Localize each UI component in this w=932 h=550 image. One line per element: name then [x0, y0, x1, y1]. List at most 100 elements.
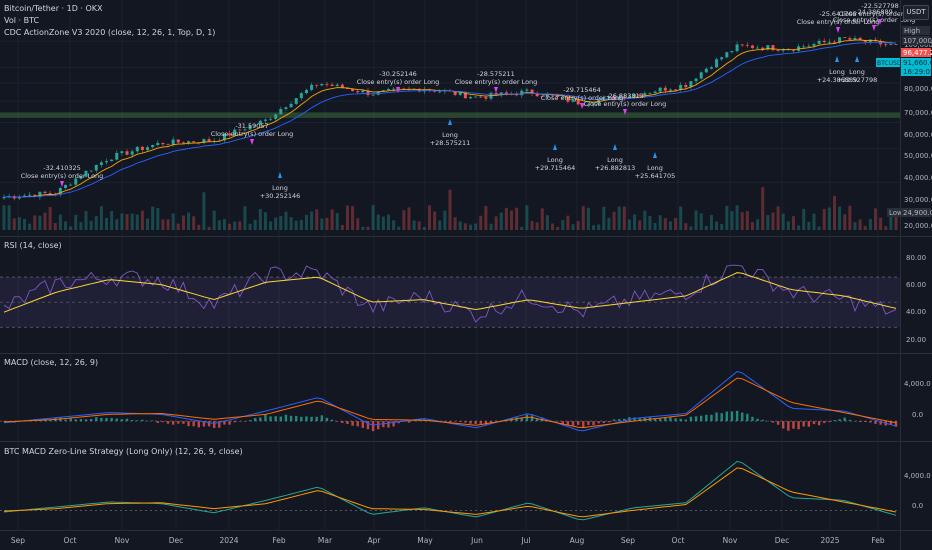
candle-body: [38, 191, 42, 197]
volume-bar: [817, 226, 821, 230]
macd-title[interactable]: MACD (close, 12, 26, 9): [4, 358, 98, 367]
macd-hist-bar: [766, 420, 770, 422]
volume-bar: [612, 211, 616, 230]
entry-signal-label: Long: [849, 68, 865, 76]
volume-bar: [740, 212, 744, 230]
candle-body: [84, 170, 88, 177]
candle-body: [2, 197, 6, 199]
candle-body: [402, 88, 406, 90]
volume-bar: [371, 205, 375, 230]
macd-hist-bar: [212, 421, 216, 428]
candle-body: [64, 184, 68, 189]
candle-body: [766, 45, 770, 50]
macd-hist-bar: [874, 421, 877, 424]
exit-arrow: [872, 25, 876, 31]
entry-signal-label: Long: [829, 68, 845, 76]
time-axis-label: Oct: [672, 536, 685, 545]
macd-hist-bar: [797, 421, 800, 430]
strategy-panel-title[interactable]: BTC MACD Zero-Line Strategy (Long Only) …: [4, 447, 243, 456]
macd-hist-bar: [74, 419, 77, 422]
macd-hist-bar: [776, 421, 780, 425]
candle-body: [438, 91, 442, 93]
macd-hist-bar: [269, 416, 272, 422]
time-axis-label: May: [417, 536, 433, 545]
volume-bar: [289, 217, 293, 230]
currency-button[interactable]: USDT: [903, 5, 929, 20]
candle-body: [884, 44, 888, 46]
volume-bar: [381, 216, 385, 230]
volume-bar: [407, 207, 411, 230]
volume-bar: [340, 225, 344, 230]
volume-bar: [489, 223, 493, 230]
exit-arrow: [878, 19, 882, 25]
volume-bar: [294, 220, 298, 230]
volume-bar: [873, 208, 877, 230]
current-price: 96,477.2: [903, 49, 932, 57]
candle-body: [115, 152, 119, 160]
time-axis-label: Nov: [115, 536, 130, 545]
candle-body: [853, 38, 857, 40]
volume-bar: [581, 206, 585, 230]
volume-bar: [135, 214, 139, 230]
candle-body: [689, 81, 693, 88]
macd-tick: 0.0: [912, 411, 923, 419]
volume-bar: [192, 216, 196, 230]
macd-hist-bar: [771, 421, 775, 423]
volume-bar: [786, 221, 790, 230]
macd-hist-bar: [233, 421, 236, 423]
candle-body: [146, 147, 150, 150]
macd-hist-bar: [556, 420, 559, 422]
volume-bar: [156, 207, 160, 230]
volume-bar: [627, 219, 631, 230]
volume-bar: [99, 206, 103, 230]
volume-bar: [540, 208, 544, 230]
time-axis[interactable]: Sep Oct Nov Dec 2024 Feb Mar Apr May Jun Jul Aug Sep…: [11, 536, 885, 545]
exit-signal-value: -22.527798: [861, 2, 899, 10]
volume-bar: [53, 223, 57, 230]
candle-body: [248, 125, 252, 130]
candle-body: [181, 142, 185, 144]
volume-bar: [802, 208, 806, 230]
candle-body: [156, 142, 160, 146]
macd-hist-bar: [115, 418, 118, 422]
candle-body: [110, 159, 114, 162]
time-axis-label: Nov: [723, 536, 738, 545]
candle-body: [28, 194, 32, 196]
candle-body: [386, 89, 390, 91]
candle-body: [69, 184, 73, 186]
macd-hist-bar: [864, 421, 867, 423]
volume-bar: [58, 214, 62, 230]
exit-arrow: [580, 103, 584, 109]
volume-bar: [735, 205, 739, 230]
macd-hist-bar: [69, 417, 72, 422]
volume-bar: [499, 212, 503, 230]
candle-body: [392, 88, 396, 90]
macd-hist-bar: [171, 421, 175, 425]
macd-hist-bar: [279, 416, 283, 422]
entry-arrow: [553, 144, 557, 150]
candle-body: [274, 114, 278, 119]
candle-body: [520, 90, 524, 96]
macd-hist-bar: [694, 416, 698, 422]
candle-body: [371, 94, 375, 96]
exit-signal-text: Close entry(s) order Long: [541, 94, 624, 102]
strategy-legend[interactable]: CDC ActionZone V3 2020 (close, 12, 26, 1…: [4, 28, 215, 37]
macd-hist-bar: [197, 421, 201, 428]
candle-body: [48, 193, 52, 194]
candle-body: [58, 188, 62, 195]
volume-legend[interactable]: Vol · BTC: [4, 16, 40, 25]
macd-hist-bar: [125, 418, 129, 422]
candle-body: [243, 129, 247, 131]
volume-bar: [520, 226, 524, 230]
symbol-title[interactable]: Bitcoin/Tether · 1D · OKX: [4, 4, 103, 13]
macd-hist-bar: [387, 421, 390, 428]
candle-body: [863, 40, 867, 42]
volume-bar: [417, 221, 421, 230]
volume-bar: [545, 215, 549, 230]
current-price-badge: [901, 48, 931, 57]
rsi-title[interactable]: RSI (14, close): [4, 241, 62, 250]
volume-bar: [868, 218, 872, 230]
exit-signal-text: Close entry(s) order Long: [797, 18, 880, 26]
